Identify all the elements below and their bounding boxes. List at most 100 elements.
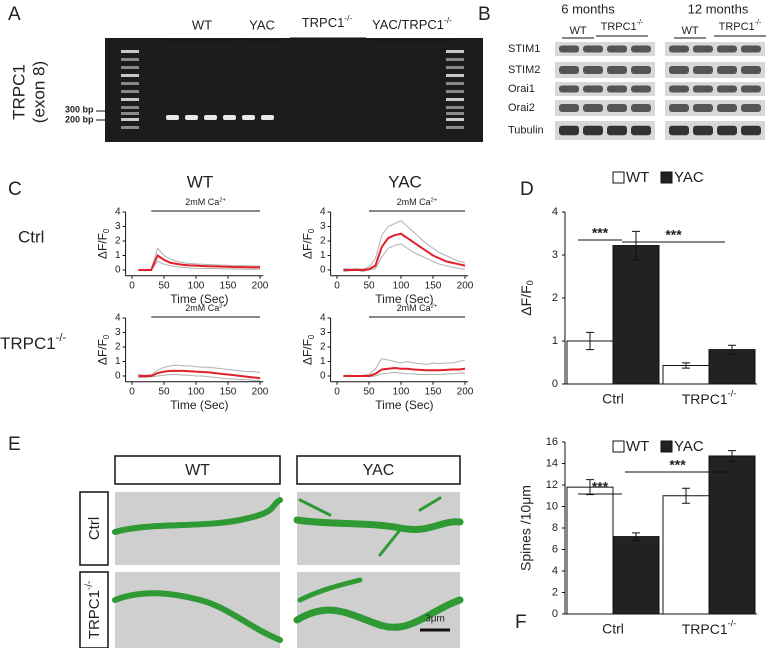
x-tick-label: 0 <box>129 280 135 291</box>
header-box <box>79 491 109 566</box>
superscript: -/- <box>728 619 737 629</box>
size-marker: 200 bp <box>65 114 94 124</box>
y-tick-label: 8 <box>552 522 558 534</box>
blot-band <box>717 104 737 112</box>
y-tick-label: 3 <box>320 327 326 338</box>
blot-band <box>669 66 689 74</box>
bar <box>708 455 756 615</box>
ladder-band <box>121 112 139 115</box>
y-tick-label: 4 <box>320 207 326 218</box>
blot-band <box>741 45 761 53</box>
ladder-band <box>446 58 464 61</box>
bar <box>566 486 614 615</box>
blot-band <box>583 66 603 74</box>
ladder-band <box>446 126 464 129</box>
text-part: ΔF/F <box>301 339 315 365</box>
blot-group: WT <box>681 25 698 37</box>
y-tick-label: 3 <box>552 249 558 261</box>
ladder-band <box>446 118 464 121</box>
blot-group: WT <box>569 25 586 37</box>
legend-swatch <box>612 440 625 453</box>
x-tick-label: 150 <box>425 386 442 397</box>
stimulus-label: 2mM Ca2+ <box>185 197 226 207</box>
trace <box>138 253 260 271</box>
dendrite <box>293 516 464 533</box>
superscript: -/- <box>344 13 352 23</box>
y-axis-label: ΔF/F0 <box>518 280 536 315</box>
ladder-band <box>446 112 464 115</box>
blot-strip <box>555 62 655 78</box>
stimulus-label: 2mM Ca2+ <box>185 303 226 313</box>
protein-label: Tubulin <box>508 124 544 136</box>
x-axis-label: Time (Sec) <box>170 398 228 412</box>
scale-bar-label: 3μm <box>425 614 445 625</box>
blot-band <box>669 125 689 136</box>
y-axis-label: ΔF/F0 <box>301 334 316 365</box>
significance-label: *** <box>592 225 609 241</box>
stimulus-label: 2mM Ca2+ <box>397 303 438 313</box>
gel-group-label: YAC <box>249 17 275 32</box>
column-title: YAC <box>388 172 422 191</box>
blot-band <box>693 104 713 112</box>
error-bar <box>728 450 736 462</box>
significance-label: *** <box>669 457 686 473</box>
text-part: ΔF/F <box>96 339 110 365</box>
legend-label: YAC <box>674 438 704 455</box>
blot-band <box>669 104 689 112</box>
header-box <box>114 455 281 485</box>
text-part: TRPC1 <box>302 15 345 30</box>
blot-band <box>693 125 713 136</box>
x-axis-label: Time (Sec) <box>375 292 433 306</box>
legend-label: YAC <box>674 169 704 186</box>
protein-label: STIM2 <box>508 64 540 76</box>
y-tick-label: 12 <box>546 479 558 491</box>
blot-band <box>693 66 713 74</box>
dendrite <box>297 577 363 603</box>
gel-band <box>223 115 236 120</box>
y-tick-label: 0 <box>320 371 326 382</box>
gel-group-label: YAC/TRPC1-/- <box>372 15 452 32</box>
y-tick-label: 16 <box>546 436 558 448</box>
blot-band <box>631 45 651 53</box>
x-tick-label: 200 <box>252 280 269 291</box>
y-tick-label: 4 <box>552 565 558 577</box>
gel-band <box>204 115 217 120</box>
significance-label: *** <box>592 479 609 495</box>
superscript: -/- <box>637 18 644 26</box>
x-tick-label: 0 <box>334 280 340 291</box>
y-tick-label: 0 <box>552 608 558 620</box>
blot-band <box>741 85 761 93</box>
y-tick-label: 2 <box>320 342 326 353</box>
blot-band <box>559 125 579 136</box>
panel-label: E <box>8 434 21 455</box>
blot-strip <box>665 82 765 96</box>
text-part: 2mM Ca <box>397 303 431 313</box>
trace <box>343 243 466 272</box>
ladder-band <box>446 66 464 69</box>
x-axis-label: Time (Sec) <box>170 292 228 306</box>
column-title: YAC <box>363 462 395 479</box>
ladder-band <box>446 74 464 77</box>
row-title: Ctrl <box>18 227 44 246</box>
protein-label: STIM1 <box>508 43 540 55</box>
trace <box>138 374 260 381</box>
ladder-band <box>121 118 139 121</box>
trace <box>343 232 466 271</box>
trace <box>343 367 466 377</box>
blot-band <box>583 85 603 93</box>
row-title: TRPC1-/- <box>0 332 66 353</box>
blot-band <box>559 45 579 53</box>
y-tick-label: 4 <box>115 207 121 218</box>
error-bar <box>632 532 640 541</box>
ladder-band <box>446 106 464 109</box>
y-tick-label: 10 <box>546 500 558 512</box>
error-bar <box>586 331 594 351</box>
ladder-band <box>121 58 139 61</box>
panel-label: C <box>8 179 22 200</box>
ladder-band <box>121 90 139 93</box>
ladder-band <box>446 98 464 101</box>
text-part: 2mM Ca <box>397 197 431 207</box>
x-tick-label: 100 <box>188 280 205 291</box>
header-box <box>79 571 109 648</box>
